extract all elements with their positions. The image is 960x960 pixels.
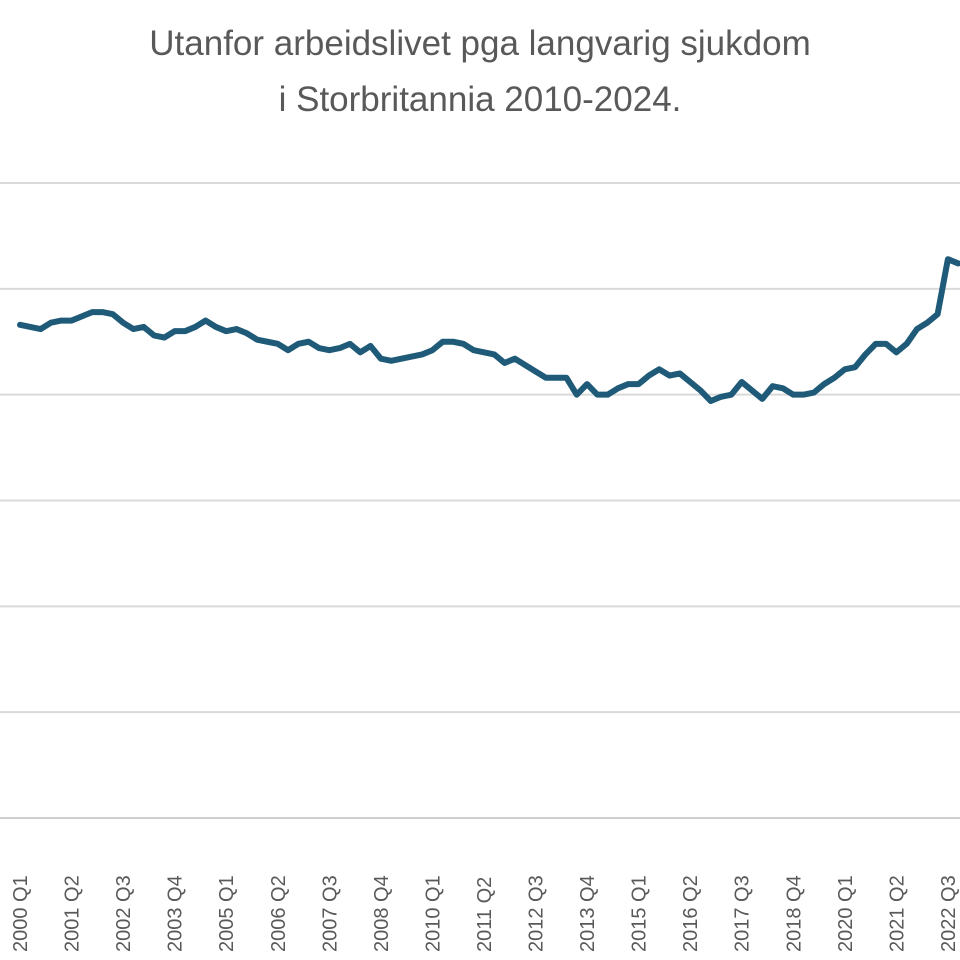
chart-title-line-2: i Storbritannia 2010-2024. <box>278 80 682 119</box>
x-tick-label: 2013 Q4 <box>577 875 599 952</box>
x-tick-label: 2008 Q4 <box>371 875 393 952</box>
x-tick-label: 2001 Q2 <box>62 875 84 952</box>
series-line <box>17 256 960 405</box>
x-axis-tick-labels: 2000 Q1 2001 Q2 2002 Q3 2003 Q4 2005 Q1 2006 … <box>10 875 960 952</box>
x-tick-label: 2006 Q2 <box>268 875 290 952</box>
x-tick-label: 2020 Q1 <box>835 875 857 952</box>
x-tick-label: 2003 Q4 <box>165 875 187 952</box>
x-tick-label: 2017 Q3 <box>732 875 754 952</box>
x-tick-label: 2015 Q1 <box>629 875 651 952</box>
x-tick-label: 2022 Q3 <box>938 875 960 952</box>
x-tick-label: 2016 Q2 <box>680 875 702 952</box>
x-tick-label: 2007 Q3 <box>319 875 341 952</box>
x-tick-label: 2021 Q2 <box>886 875 908 952</box>
x-tick-label: 2010 Q1 <box>422 875 444 952</box>
x-tick-label: 2000 Q1 <box>10 875 32 952</box>
chart-title-line-1: Utanfor arbeidslivet pga langvarig sjukd… <box>149 24 811 63</box>
x-tick-label: 2011 Q2 <box>474 877 496 952</box>
x-tick-label: 2005 Q1 <box>216 875 238 952</box>
gridlines <box>0 182 960 819</box>
chart-title: Utanfor arbeidslivet pga langvarig sjukd… <box>0 16 960 128</box>
x-tick-label: 2002 Q3 <box>113 875 135 952</box>
x-tick-label: 2018 Q4 <box>783 875 805 952</box>
x-tick-label: 2012 Q3 <box>526 875 548 952</box>
series-lines <box>17 256 960 405</box>
